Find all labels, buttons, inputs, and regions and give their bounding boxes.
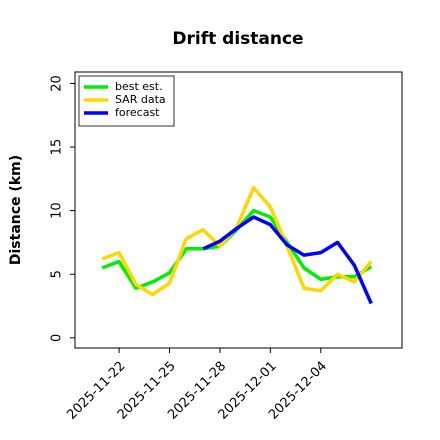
plot-frame bbox=[74, 71, 403, 349]
series-line bbox=[202, 215, 373, 305]
y-tick-label: 15 bbox=[50, 139, 65, 156]
y-tick-label: 5 bbox=[50, 270, 65, 278]
chart-title: Drift distance bbox=[172, 29, 303, 49]
legend-label: SAR data bbox=[115, 93, 166, 106]
y-tick-label: 20 bbox=[50, 75, 65, 92]
series-line bbox=[101, 185, 373, 297]
y-axis-label: Distance (km) bbox=[8, 155, 24, 265]
legend-label: best est. bbox=[115, 80, 163, 93]
y-tick-label: 0 bbox=[50, 334, 65, 342]
series-line bbox=[101, 208, 373, 290]
y-tick-label: 10 bbox=[50, 202, 65, 219]
legend-label: forecast bbox=[115, 106, 160, 119]
